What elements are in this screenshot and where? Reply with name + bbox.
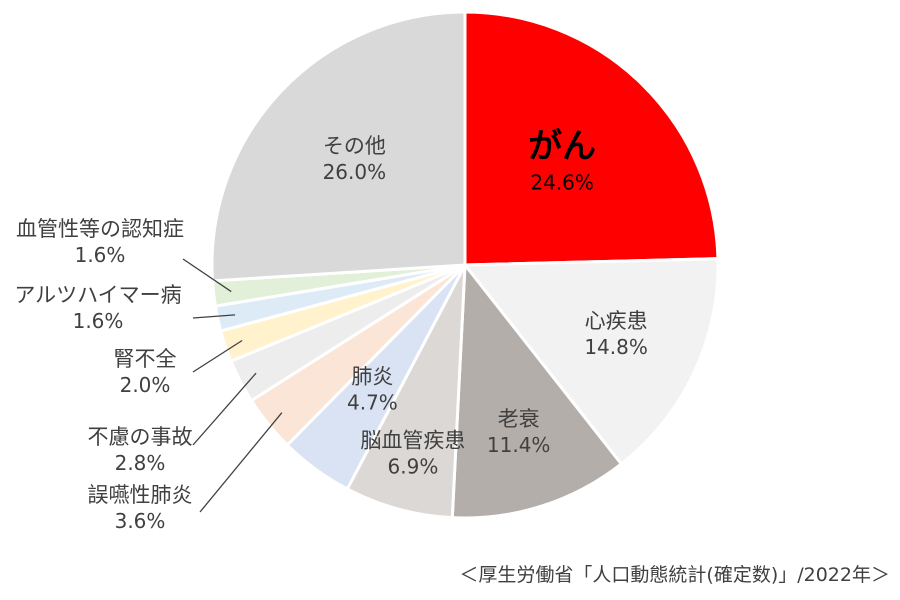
slice-1-label: がん [528,126,596,166]
slice-3-value-label: 11.4% [487,433,551,457]
slice-9-label: アルツハイマー病 [14,283,181,307]
slice-11-wedge [210,10,467,283]
slice-9-leader-line [192,314,236,319]
slice-4-wedge [345,263,467,520]
slice-5-label: 肺炎 [351,365,393,389]
slice-7-leader-line [192,372,257,446]
slice-9-value-label: 1.6% [73,309,124,333]
slice-6-value-label: 3.6% [115,509,166,533]
source-note: ＜厚生労働省「人口動態統計(確定数)」/2022年＞ [459,564,890,586]
slice-8-value-label: 2.0% [120,373,171,397]
slice-1-value-label: 24.6% [530,170,594,194]
slice-4-label: 脳血管疾患 [360,428,465,452]
slice-8-label: 腎不全 [114,347,177,371]
slice-6-label: 誤嚥性肺炎 [88,483,193,507]
slice-3-wedge [450,263,623,520]
slice-10-value-label: 1.6% [75,243,126,267]
slice-10-label: 血管性等の認知症 [16,217,184,241]
slice-7-value-label: 2.8% [115,451,166,475]
slice-11-label: その他 [323,134,386,158]
slice-6-leader-line [199,412,283,513]
slice-2-wedge [463,257,720,466]
slice-7-label: 不慮の事故 [88,425,193,449]
slice-10-leader-line [182,258,232,293]
slice-2-label: 心疾患 [585,309,648,333]
slice-11-value-label: 26.0% [323,160,387,184]
slice-1-wedge [463,10,720,267]
slice-8-leader-line [192,339,243,373]
slice-4-value-label: 6.9% [388,454,439,478]
slice-3-label: 老衰 [498,407,540,431]
slice-5-value-label: 4.7% [347,391,398,415]
slice-2-value-label: 14.8% [584,335,648,359]
